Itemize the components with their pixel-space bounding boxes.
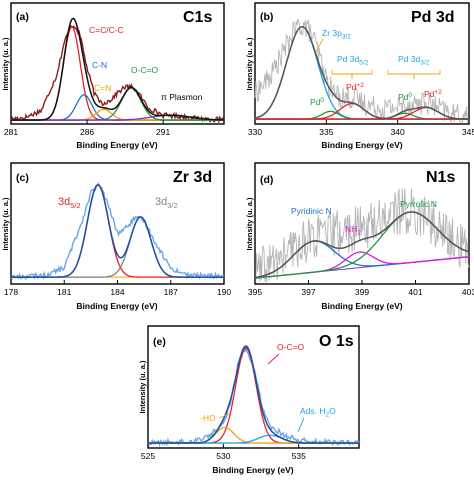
x-tick-label: 190 [217, 287, 231, 297]
panel-e-frame [147, 325, 360, 449]
panel-e-title: O 1s [319, 333, 354, 350]
anno-b-pd2-a: Pd+2 [346, 82, 364, 92]
measured-data-line [254, 188, 470, 284]
panel-a-plot [10, 17, 225, 124]
x-tick-label: 403 [462, 287, 474, 297]
x-tick-label: 330 [248, 127, 262, 137]
x-tick-label: 399 [355, 287, 369, 297]
x-tick-label: 530 [216, 451, 230, 461]
anno-a-c-n-double: C=N [94, 83, 111, 93]
x-tick-label: 397 [301, 287, 315, 297]
anno-b-zr3p-leader [315, 38, 324, 53]
anno-a-ocoo: O-C=O [131, 65, 159, 75]
anno-a-cc: C=C/C-C [89, 25, 124, 35]
anno-b-pd0-b: Pd0 [398, 92, 412, 102]
panel-d-letter: (d) [260, 174, 273, 186]
anno-e-h2o-leader [297, 417, 305, 433]
anno-b-pd2-b: Pd+2 [424, 89, 442, 99]
anno-e-ocoo-leader [267, 353, 280, 365]
anno-e-ho-leader [218, 413, 230, 419]
panel-e-xlabel: Binding Energy (eV) [212, 465, 293, 475]
x-tick-label: 401 [408, 287, 422, 297]
panel-e-ticks: 525 530 535 [141, 444, 306, 461]
envelope-fit-line [148, 345, 359, 444]
panel-e-ylabel: Intensity (u. a.) [138, 360, 147, 413]
panel-a-title: C1s [183, 9, 212, 26]
panel-a-ticks: 281 286 291 [4, 120, 171, 137]
panel-c-ylabel: Intensity (u. a.) [1, 197, 10, 250]
anno-b-bracket-32 [387, 70, 441, 79]
x-tick-label: 286 [80, 127, 94, 137]
panel-d-ylabel: Intensity (u. a.) [245, 197, 254, 250]
panel-a-frame [10, 2, 225, 125]
anno-a-plasmon: π Plasmon [161, 92, 203, 102]
x-tick-label: 281 [4, 127, 18, 137]
panel-b-ylabel: Intensity (u. a.) [245, 37, 254, 90]
panel-e: 525 530 535 (e) O 1s Binding Energy (eV) I… [138, 325, 360, 475]
panel-a-letter: (a) [16, 11, 29, 23]
panel-d: 395 397 399 401 403 (d) N1s Binding Energy (… [245, 162, 474, 311]
panel-c-title: Zr 3d [173, 169, 212, 186]
panel-e-plot [147, 345, 360, 448]
panel-b-ticks: 330 335 340 345 [248, 120, 474, 137]
anno-d-pyridinic: Pyridinic N [291, 206, 332, 216]
x-tick-label: 178 [4, 287, 18, 297]
panel-d-plot [254, 188, 470, 284]
envelope-fit-line [254, 211, 470, 279]
panel-e-letter: (e) [153, 336, 166, 348]
x-tick-label: 184 [110, 287, 124, 297]
measured-data-line [254, 18, 470, 124]
panel-d-xlabel: Binding Energy (eV) [321, 301, 402, 311]
panel-a: 281 286 291 (a) C1s Binding Energy (eV) In… [1, 2, 225, 150]
x-tick-label: 335 [319, 127, 333, 137]
x-tick-label: 291 [156, 127, 170, 137]
panel-c-plot [10, 182, 225, 281]
panel-b-xlabel: Binding Energy (eV) [321, 140, 402, 150]
x-tick-label: 345 [462, 127, 474, 137]
measured-data-line [10, 24, 225, 124]
x-tick-label: 535 [292, 451, 306, 461]
x-tick-label: 181 [57, 287, 71, 297]
anno-d-nh2: NH2 [345, 224, 361, 237]
panel-a-ylabel: Intensity (u. a.) [1, 37, 10, 90]
anno-d-pyrrolic: Pyrrolic N [400, 199, 437, 209]
panel-b: 330 335 340 345 (b) Pd 3d Binding Energy (e… [245, 2, 474, 150]
anno-b-bracket-52 [331, 70, 373, 79]
panel-c-xlabel: Binding Energy (eV) [76, 301, 157, 311]
envelope-fit-line [11, 17, 225, 121]
panel-c-letter: (c) [16, 172, 29, 184]
anno-a-cn: C-N [92, 60, 107, 70]
panel-b-title: Pd 3d [411, 9, 455, 26]
x-tick-label: 525 [141, 451, 155, 461]
panel-b-letter: (b) [260, 11, 273, 23]
x-tick-label: 395 [248, 287, 262, 297]
panel-d-title: N1s [426, 169, 455, 186]
anno-e-ocoo: O-C=O [277, 342, 305, 352]
panel-c-frame [10, 162, 225, 285]
panel-c-ticks: 178 181 184 187 190 [4, 280, 231, 297]
anno-e-ho: -HO [200, 413, 216, 423]
panel-a-xlabel: Binding Energy (eV) [76, 140, 157, 150]
panel-b-plot [254, 18, 470, 124]
envelope-fit-line [11, 183, 224, 278]
x-tick-label: 187 [164, 287, 178, 297]
panel-d-ticks: 395 397 399 401 403 [248, 280, 474, 297]
anno-b-pd0-a: Pd0 [310, 97, 324, 107]
envelope-fit-line [254, 25, 470, 120]
x-tick-label: 340 [391, 127, 405, 137]
panel-c: 178 181 184 187 190 (c) Zr 3d Binding Energy… [1, 162, 231, 311]
